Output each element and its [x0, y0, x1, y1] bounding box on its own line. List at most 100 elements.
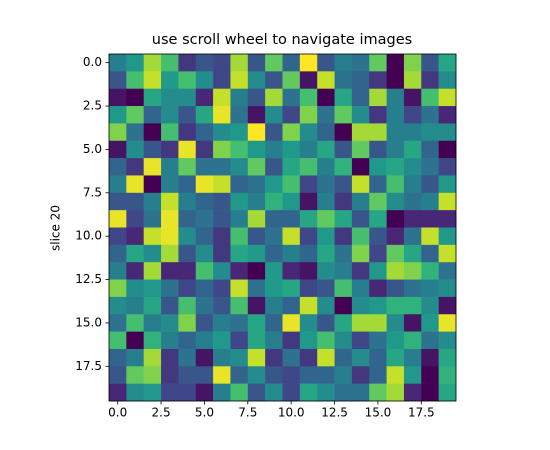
heatmap-cell — [230, 227, 249, 246]
heatmap-cell — [143, 192, 162, 211]
heatmap-cell — [265, 175, 283, 194]
heatmap-cell — [161, 54, 179, 72]
heatmap-cell — [230, 88, 249, 107]
heatmap-cell — [265, 71, 283, 89]
heatmap-cell — [299, 383, 318, 402]
heatmap-cell — [403, 210, 422, 228]
heatmap-cell — [351, 244, 370, 263]
heatmap-cell — [109, 296, 127, 315]
heatmap-cell — [126, 192, 144, 211]
heatmap-cell — [195, 348, 214, 367]
heatmap-cell — [403, 54, 422, 72]
heatmap-cell — [178, 192, 197, 211]
heatmap-cell — [351, 331, 370, 350]
heatmap-cell — [421, 314, 439, 332]
heatmap-cell — [230, 296, 249, 315]
heatmap-cell — [109, 331, 127, 350]
heatmap-cell — [213, 244, 231, 263]
heatmap-cell — [143, 106, 162, 124]
heatmap-cell — [299, 71, 318, 89]
heatmap-cell — [213, 262, 231, 280]
heatmap-cell — [403, 244, 422, 263]
heatmap-cell — [195, 279, 214, 298]
heatmap-cell — [230, 262, 249, 280]
heatmap-cell — [161, 71, 179, 89]
heatmap-cell — [195, 88, 214, 107]
heatmap-cell — [178, 158, 197, 176]
heatmap-cell — [299, 331, 318, 350]
heatmap-cell — [351, 192, 370, 211]
heatmap-cell — [438, 366, 457, 384]
heatmap-cell — [421, 106, 439, 124]
heatmap-cell — [421, 262, 439, 280]
heatmap-cell — [195, 106, 214, 124]
heatmap-cell — [161, 279, 179, 298]
heatmap-cell — [438, 175, 457, 194]
heatmap-cell — [299, 348, 318, 367]
heatmap-cell — [213, 227, 231, 246]
heatmap-cell — [369, 331, 387, 350]
heatmap-cell — [386, 244, 405, 263]
heatmap-cell — [282, 210, 301, 228]
x-tick-label: 2.5 — [152, 406, 171, 420]
heatmap-cell — [247, 227, 266, 246]
heatmap-cell — [109, 244, 127, 263]
heatmap-cell — [195, 227, 214, 246]
heatmap-cell — [161, 314, 179, 332]
heatmap-cell — [403, 106, 422, 124]
heatmap-cell — [143, 71, 162, 89]
heatmap-cell — [369, 106, 387, 124]
heatmap-cell — [438, 158, 457, 176]
heatmap-cell — [369, 175, 387, 194]
heatmap-cell — [126, 88, 144, 107]
heatmap-cell — [247, 244, 266, 263]
heatmap-cell — [265, 296, 283, 315]
heatmap-cell — [369, 140, 387, 159]
heatmap-cell — [126, 158, 144, 176]
heatmap-cell — [143, 123, 162, 142]
heatmap-cell — [161, 244, 179, 263]
y-tick-label: 12.5 — [75, 272, 102, 286]
heatmap-cell — [265, 383, 283, 402]
heatmap-cell — [403, 366, 422, 384]
heatmap-cell — [230, 140, 249, 159]
heatmap-cell — [126, 71, 144, 89]
heatmap-cell — [161, 123, 179, 142]
heatmap-cell — [161, 331, 179, 350]
heatmap-cell — [351, 366, 370, 384]
heatmap-cell — [369, 71, 387, 89]
heatmap-cell — [369, 314, 387, 332]
heatmap-cell — [247, 210, 266, 228]
heatmap-cell — [299, 244, 318, 263]
heatmap-cell — [403, 227, 422, 246]
heatmap-cell — [282, 71, 301, 89]
heatmap-cell — [161, 140, 179, 159]
heatmap-cell — [282, 158, 301, 176]
heatmap-cell — [161, 296, 179, 315]
heatmap-cell — [178, 348, 197, 367]
heatmap-cell — [438, 348, 457, 367]
heatmap-cell — [143, 331, 162, 350]
heatmap-cell — [230, 158, 249, 176]
heatmap-cell — [247, 296, 266, 315]
heatmap-cell — [161, 88, 179, 107]
heatmap-cell — [334, 106, 353, 124]
heatmap-cell — [178, 210, 197, 228]
heatmap-cell — [317, 123, 335, 142]
heatmap-cell — [178, 175, 197, 194]
heatmap-cell — [109, 192, 127, 211]
heatmap-cell — [421, 123, 439, 142]
heatmap-cell — [230, 71, 249, 89]
heatmap-cell — [369, 262, 387, 280]
heatmap-cell — [230, 106, 249, 124]
heatmap-cell — [143, 296, 162, 315]
heatmap-cell — [282, 175, 301, 194]
heatmap-cell — [369, 348, 387, 367]
heatmap-cell — [126, 262, 144, 280]
heatmap-cell — [386, 192, 405, 211]
heatmap-cell — [213, 175, 231, 194]
heatmap-cell — [334, 366, 353, 384]
heatmap-cell — [265, 262, 283, 280]
heatmap-cell — [351, 158, 370, 176]
heatmap-cell — [317, 366, 335, 384]
